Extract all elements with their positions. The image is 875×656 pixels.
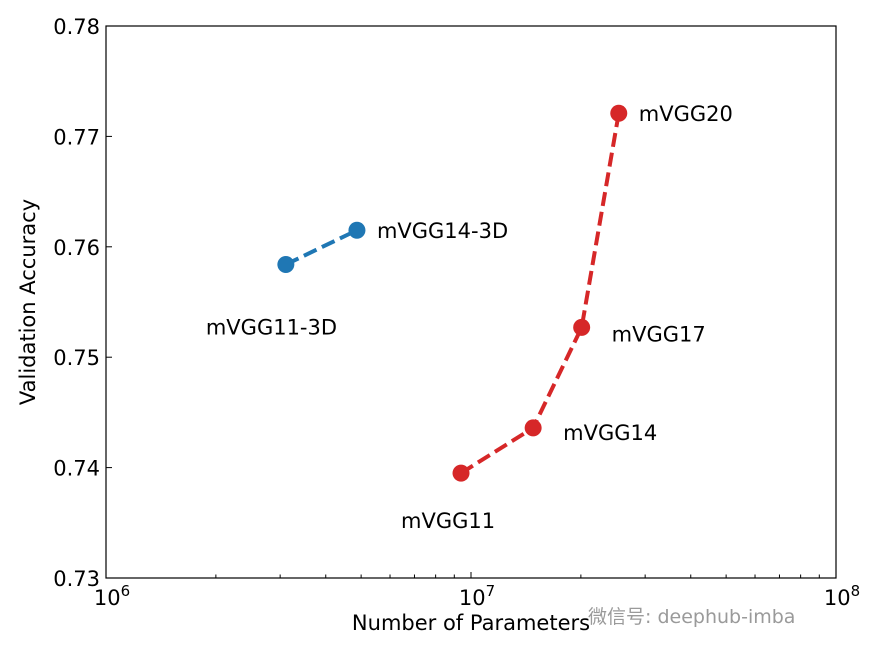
data-point (348, 221, 366, 239)
data-point (452, 464, 470, 482)
x-tick-label: 108 (824, 582, 860, 610)
data-point (524, 419, 542, 437)
x-tick-label: 106 (94, 582, 130, 610)
data-label: mVGG17 (612, 322, 706, 346)
data-label: mVGG11 (401, 509, 495, 533)
series-line-3D (284, 228, 358, 267)
data-label: mVGG20 (639, 102, 733, 126)
watermark: 微信号: deephub-imba (588, 606, 796, 628)
y-tick-label: 0.75 (53, 346, 100, 370)
data-label: mVGG14-3D (377, 219, 508, 243)
x-tick-label: 107 (459, 582, 495, 610)
data-point (573, 318, 591, 336)
data-label: mVGG11-3D (206, 315, 337, 339)
y-tick-label: 0.73 (53, 567, 100, 591)
x-axis-label: Number of Parameters (352, 611, 590, 635)
series-line-2D (459, 112, 621, 475)
y-axis-label: Validation Accuracy (16, 199, 40, 405)
y-tick-label: 0.77 (53, 125, 100, 149)
data-point (277, 255, 295, 273)
y-tick-label: 0.76 (53, 236, 100, 260)
data-label: mVGG14 (563, 421, 657, 445)
data-point (610, 104, 628, 122)
y-tick-label: 0.78 (53, 15, 100, 39)
y-tick-label: 0.74 (53, 457, 100, 481)
